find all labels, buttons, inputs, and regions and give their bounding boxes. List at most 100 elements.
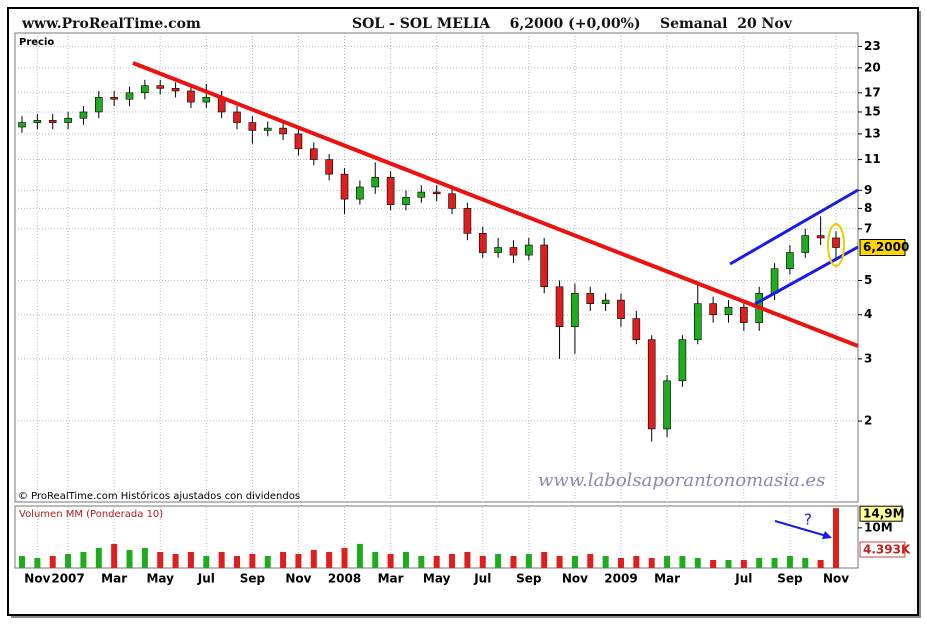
value-label-box xyxy=(859,505,903,522)
watermark: www.labolsaporantonomasia.es xyxy=(538,470,825,491)
x-tick-label: Mar xyxy=(654,572,680,586)
candle-body xyxy=(509,247,518,256)
x-tick-label: Nov xyxy=(823,572,849,586)
volume-bar xyxy=(80,551,87,568)
volume-bar xyxy=(756,557,763,568)
volume-bar xyxy=(203,555,210,568)
y-tick-label: 9 xyxy=(864,183,872,197)
volume-bar xyxy=(187,551,194,568)
volume-title: Volumen MM (Ponderada 10) xyxy=(19,509,163,520)
volume-bar xyxy=(372,551,379,568)
ma-label-box xyxy=(859,541,906,558)
candle-body xyxy=(663,380,671,430)
volume-bar xyxy=(172,553,179,568)
candle-body xyxy=(786,252,794,269)
volume-bar xyxy=(111,543,118,568)
x-tick-label: Mar xyxy=(101,572,127,586)
candle-body xyxy=(709,303,717,316)
candle-body xyxy=(325,159,333,175)
volume-bar xyxy=(249,553,256,568)
y-tick-label: 8 xyxy=(864,201,872,215)
candle-body xyxy=(724,306,733,316)
volume-bar xyxy=(817,559,824,568)
candle-body xyxy=(64,117,72,123)
volume-bar xyxy=(280,551,287,568)
volume-bar xyxy=(710,559,717,568)
ma-label: 4.393K xyxy=(863,543,911,557)
volume-bar xyxy=(157,551,164,568)
candle-body xyxy=(125,92,134,100)
candle-body xyxy=(171,88,180,92)
candle-body xyxy=(448,193,456,209)
candle-body xyxy=(310,148,318,160)
volume-bar xyxy=(295,553,302,568)
candle-body xyxy=(141,85,149,94)
y-tick-label: 13 xyxy=(864,126,881,140)
volume-bar xyxy=(234,555,241,568)
candle-body xyxy=(279,127,287,135)
volume-bar xyxy=(449,553,456,568)
x-tick-label: May xyxy=(146,572,174,586)
candle-body xyxy=(525,244,533,256)
x-tick-label: Jul xyxy=(734,572,752,586)
volume-bar xyxy=(648,557,655,568)
y-tick-label: 17 xyxy=(864,85,881,99)
volume-bar xyxy=(65,553,72,568)
candle-body xyxy=(601,299,610,304)
candle-body xyxy=(417,191,426,198)
volume-bar xyxy=(495,553,502,568)
y-tick-label: 10M xyxy=(864,520,893,534)
volume-bar xyxy=(402,551,409,568)
candle-body xyxy=(478,233,487,253)
volume-bar xyxy=(617,557,624,568)
volume-bar xyxy=(126,549,133,568)
candle-body xyxy=(202,97,211,103)
candle-body xyxy=(233,111,241,123)
candle-body xyxy=(340,173,349,200)
volume-bar xyxy=(679,555,686,568)
annotation: ? xyxy=(804,511,812,529)
candle-body xyxy=(678,339,687,382)
x-tick-label: 2008 xyxy=(328,572,361,586)
candle-body xyxy=(647,339,656,430)
volume-bar xyxy=(802,557,809,568)
candle-body xyxy=(294,133,303,150)
candle-body xyxy=(402,197,410,205)
candle-body xyxy=(432,191,441,195)
highlight xyxy=(827,223,845,267)
candle-body xyxy=(356,186,364,200)
candle-body xyxy=(94,97,103,113)
volume-bar xyxy=(771,557,778,568)
y-tick-label: 5 xyxy=(864,273,872,287)
volume-bar xyxy=(141,547,148,568)
volume-bar xyxy=(479,555,486,568)
volume-bar xyxy=(49,555,56,568)
last-price-box xyxy=(859,239,906,257)
volume-bar xyxy=(633,555,640,568)
x-tick-label: Nov xyxy=(24,572,50,586)
value-label: 14,9M xyxy=(863,507,905,521)
candle-body xyxy=(816,235,825,239)
x-tick-label: Sep xyxy=(240,572,266,586)
candle-body xyxy=(571,292,579,327)
candle-body xyxy=(371,176,380,188)
volume-bar xyxy=(218,551,225,568)
y-tick-label: 15 xyxy=(864,104,881,118)
volume-bar xyxy=(833,508,839,568)
arrow xyxy=(774,520,831,538)
volume-bar xyxy=(19,555,25,568)
candle-body xyxy=(832,237,840,248)
volume-bar xyxy=(95,547,102,568)
chart-title: SOL - SOL MELIA 6,2000 (+0,00%) Semanal … xyxy=(352,16,793,32)
volume-bar xyxy=(587,553,594,568)
candle-body xyxy=(248,122,257,131)
candle-body xyxy=(33,120,42,123)
x-tick-label: Jul xyxy=(473,572,491,586)
y-tick-label: 7 xyxy=(864,221,872,235)
grid xyxy=(15,33,858,568)
x-tick-label: Nov xyxy=(285,572,311,586)
volume-bar xyxy=(602,555,609,568)
candle-body xyxy=(18,122,26,128)
